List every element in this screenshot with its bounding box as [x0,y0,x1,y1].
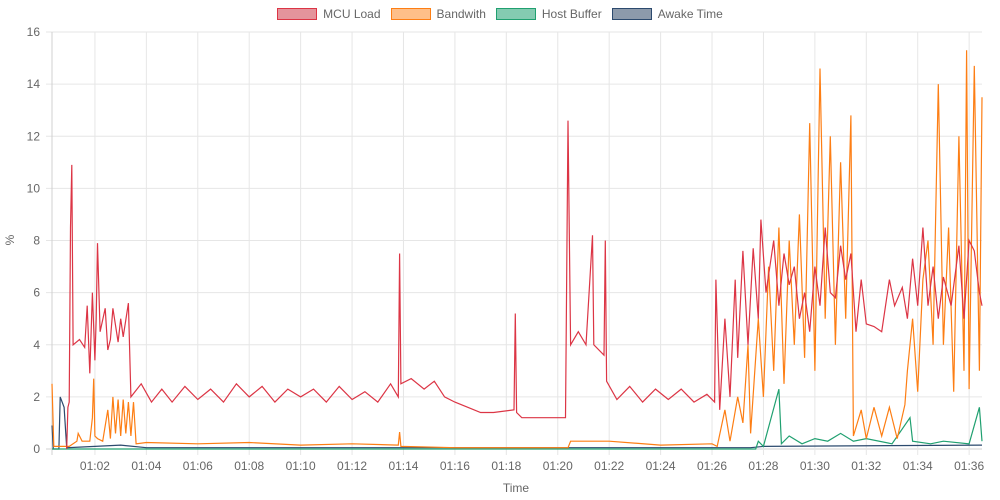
x-tick-label: 01:32 [851,459,881,473]
y-tick-label: 10 [27,181,41,195]
legend-item[interactable]: Bandwith [390,7,486,21]
x-tick-label: 01:06 [183,459,213,473]
x-tick-label: 01:14 [388,459,418,473]
legend-label: MCU Load [323,7,381,21]
x-tick-label: 01:16 [440,459,470,473]
grid [46,31,982,455]
series-line-mcu-load [66,120,983,450]
legend-swatch [390,8,431,20]
x-tick-label: 01:22 [594,459,624,473]
x-axis-title: Time [503,481,530,495]
x-tick-label: 01:12 [337,459,367,473]
x-tick-label: 01:28 [748,459,778,473]
legend-item[interactable]: MCU Load [277,7,381,21]
x-tick-label: 01:26 [697,459,727,473]
x-tick-label: 01:02 [80,459,110,473]
legend-swatch [611,8,652,20]
y-tick-label: 14 [27,77,41,91]
y-tick-label: 2 [33,390,40,404]
x-tick-label: 01:30 [800,459,830,473]
y-tick-label: 8 [33,234,40,248]
legend-label: Host Buffer [541,7,602,21]
legend: MCU Load Bandwith Host Buffer Awake Time [0,7,1000,21]
x-tick-label: 01:04 [131,459,161,473]
y-tick-label: 0 [33,442,40,456]
legend-item[interactable]: Awake Time [611,7,723,21]
x-tick-label: 01:08 [234,459,264,473]
series-line-host-buffer [52,388,983,450]
legend-label: Bandwith [436,7,486,21]
x-axis: 01:02 01:04 01:06 01:08 01:10 01:12 01:14 01:16… [80,459,985,473]
y-tick-label: 4 [33,338,40,352]
y-axis-title: % [3,234,17,245]
y-tick-label: 16 [27,25,41,39]
x-tick-label: 01:24 [646,459,676,473]
y-axis: 0 2 4 6 8 10 12 14 16 [27,25,41,456]
x-tick-label: 01:36 [954,459,984,473]
legend-item[interactable]: Host Buffer [495,7,602,21]
series-line-bandwith [51,50,983,449]
x-tick-label: 01:34 [903,459,933,473]
x-tick-label: 01:18 [491,459,521,473]
series-lines [51,50,983,450]
x-tick-label: 01:10 [286,459,316,473]
legend-swatch [495,8,536,20]
legend-label: Awake Time [657,7,723,21]
y-tick-label: 12 [27,129,41,143]
legend-swatch [277,8,318,20]
x-tick-label: 01:20 [543,459,573,473]
y-tick-label: 6 [33,286,40,300]
